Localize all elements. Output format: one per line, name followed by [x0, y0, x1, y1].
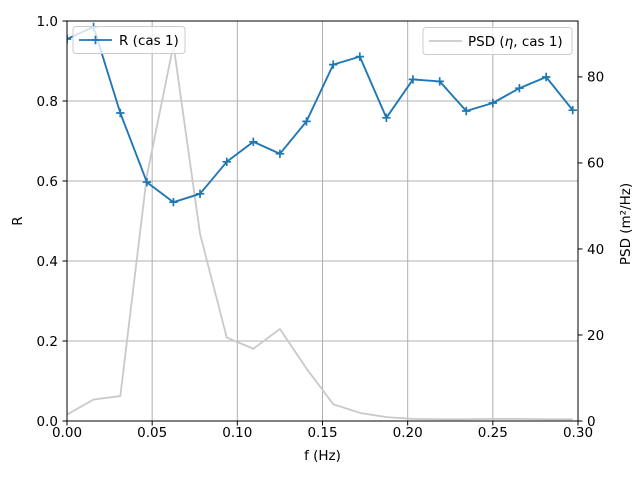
y-left-tick-label: 1.0 [37, 14, 58, 30]
y-left-tick-label: 0.0 [37, 414, 58, 430]
y-left-tick-label: 0.4 [37, 254, 58, 270]
y-axis-label-right: PSD (m²/Hz) [618, 183, 634, 265]
y-right-tick-label: 0 [587, 414, 596, 430]
r-markers [67, 22, 577, 207]
y-left-tick-label: 0.2 [37, 334, 58, 350]
y-right-tick-label: 80 [587, 70, 604, 86]
r-series-line [67, 22, 577, 207]
y-axis-label-left: R [10, 216, 26, 225]
legend-psd-box [422, 27, 573, 55]
legend-r-box [72, 26, 186, 54]
legend-psd-label: PSD (η, cas 1) [468, 34, 563, 50]
x-tick-label: 0.15 [307, 425, 337, 441]
x-tick-label: 0.00 [52, 425, 82, 441]
x-tick-label: 0.10 [222, 425, 252, 441]
x-tick-label: 0.25 [478, 425, 508, 441]
y-left-tick-label: 0.8 [37, 94, 58, 110]
psd-series-line [67, 43, 573, 421]
y-left-tick-label: 0.6 [37, 174, 58, 190]
y-right-tick-label: 20 [587, 328, 604, 344]
x-tick-label: 0.30 [563, 425, 593, 441]
r-curve [67, 26, 574, 204]
legend-psd: PSD (η, cas 1) [422, 27, 573, 55]
x-tick-label: 0.20 [393, 425, 423, 441]
x-tick-label: 0.05 [137, 425, 167, 441]
grid-layer [66, 20, 579, 422]
tick-marks-and-labels: 0.00 0.05 0.10 0.15 0.20 0.25 0.30 0.0 0.2 0.4 0.6… [37, 14, 605, 441]
legend-r-marker-sample [91, 35, 100, 45]
y-right-tick-label: 40 [587, 242, 604, 258]
legend-r-label: R (cas 1) [119, 33, 179, 49]
psd-curve [67, 43, 573, 421]
y-right-tick-label: 60 [587, 156, 604, 172]
x-axis-label: f (Hz) [304, 448, 341, 464]
legend-r: R (cas 1) [72, 26, 186, 54]
